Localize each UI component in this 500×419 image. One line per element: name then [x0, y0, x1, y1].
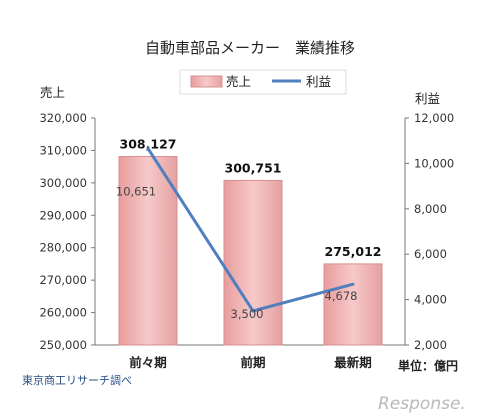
line-series-profit — [146, 147, 355, 313]
y-right-tick-label: 2,000 — [414, 338, 447, 352]
y-left-tick-label: 310,000 — [39, 143, 87, 157]
legend: 売上 利益 — [179, 69, 347, 95]
bar-value-label: 275,012 — [325, 244, 382, 259]
legend-label-profit: 利益 — [306, 74, 331, 89]
y-left-tick-label: 290,000 — [39, 208, 87, 222]
x-category-labels: 前々期 前期 最新期 — [129, 355, 372, 370]
y-left-tick-label: 280,000 — [39, 241, 87, 255]
y-left-tick-label: 270,000 — [39, 273, 87, 287]
bar-value-labels: 308,127 300,751 275,012 — [120, 137, 382, 259]
bar-value-label: 300,751 — [225, 160, 282, 175]
bar-sales-3 — [323, 263, 383, 346]
legend-swatch-sales — [190, 75, 223, 88]
bar-series-sales — [118, 156, 383, 346]
bar-sales-2 — [223, 179, 283, 346]
profit-value-label: 10,651 — [116, 185, 156, 199]
y-right-tick-label: 4,000 — [414, 293, 447, 307]
brand-watermark: Response. — [378, 394, 466, 414]
profit-point-2 — [251, 309, 255, 313]
y-left-tick-labels: 250,000 260,000 270,000 280,000 290,000 300,0… — [39, 111, 95, 352]
y-left-tick-label: 250,000 — [39, 338, 87, 352]
legend-label-sales: 売上 — [226, 74, 251, 89]
y-right-tick-label: 12,000 — [414, 111, 454, 125]
profit-point-3 — [351, 282, 355, 286]
bar-sales-1 — [118, 156, 178, 346]
x-category-label: 最新期 — [334, 355, 372, 370]
line-value-labels: 10,651 3,500 4,678 — [116, 185, 358, 321]
profit-value-label: 4,678 — [325, 289, 358, 303]
y-right-axis-label: 利益 — [415, 91, 440, 106]
y-left-tick-label: 320,000 — [39, 111, 87, 125]
y-right-tick-labels: 2,000 4,000 6,000 8,000 10,000 12,000 — [405, 111, 454, 352]
y-right-tick-label: 8,000 — [414, 202, 447, 216]
profit-point-1 — [146, 147, 150, 151]
source-note: 東京商工リサーチ調べ — [22, 373, 132, 387]
y-left-axis-label: 売上 — [40, 85, 65, 100]
y-left-tick-label: 260,000 — [39, 306, 87, 320]
y-right-tick-label: 10,000 — [414, 156, 454, 170]
bar-value-label: 308,127 — [120, 137, 177, 152]
y-left-tick-label: 300,000 — [39, 176, 87, 190]
unit-note: 単位：億円 — [398, 358, 458, 373]
x-category-label: 前期 — [240, 355, 265, 370]
profit-value-label: 3,500 — [231, 307, 264, 321]
chart-title: 自動車部品メーカー 業績推移 — [145, 39, 355, 57]
y-right-tick-label: 6,000 — [414, 247, 447, 261]
x-category-label: 前々期 — [129, 355, 167, 370]
